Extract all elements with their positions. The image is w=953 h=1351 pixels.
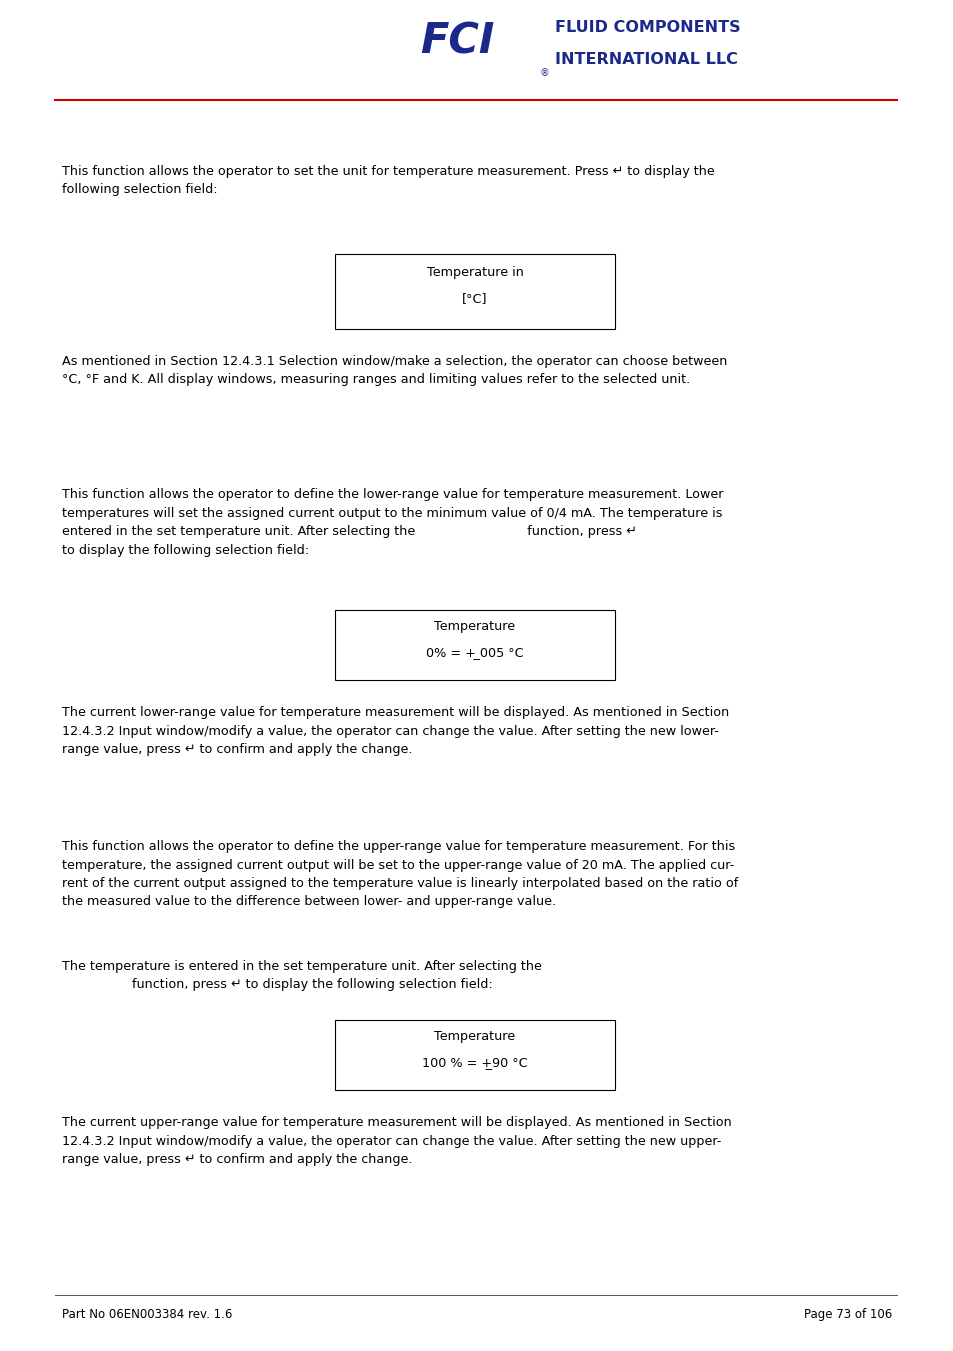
Text: As mentioned in Section 12.4.3.1 Selection window/make a selection, the operator: As mentioned in Section 12.4.3.1 Selecti… bbox=[62, 355, 726, 386]
Text: The temperature is entered in the set temperature unit. After selecting the: The temperature is entered in the set te… bbox=[62, 961, 541, 973]
Text: 100 % = +̲90 °C: 100 % = +̲90 °C bbox=[422, 1056, 527, 1069]
Text: This function allows the operator to set the unit for temperature measurement. P: This function allows the operator to set… bbox=[62, 165, 714, 196]
Text: FCI: FCI bbox=[419, 20, 494, 62]
FancyBboxPatch shape bbox=[335, 254, 615, 330]
Text: Part No 06EN003384 rev. 1.6: Part No 06EN003384 rev. 1.6 bbox=[62, 1308, 233, 1321]
Text: The current upper-range value for temperature measurement will be displayed. As : The current upper-range value for temper… bbox=[62, 1116, 731, 1166]
Text: The current lower-range value for temperature measurement will be displayed. As : The current lower-range value for temper… bbox=[62, 707, 728, 757]
Text: [°C]: [°C] bbox=[462, 292, 487, 305]
Text: Page 73 of 106: Page 73 of 106 bbox=[803, 1308, 891, 1321]
Text: FLUID COMPONENTS: FLUID COMPONENTS bbox=[555, 20, 740, 35]
Text: Temperature: Temperature bbox=[434, 1029, 515, 1043]
Text: function, press ↵ to display the following selection field:: function, press ↵ to display the followi… bbox=[100, 978, 493, 992]
FancyBboxPatch shape bbox=[335, 1020, 615, 1090]
Text: ®: ® bbox=[539, 68, 549, 78]
Text: INTERNATIONAL LLC: INTERNATIONAL LLC bbox=[555, 51, 737, 68]
Text: Temperature in: Temperature in bbox=[426, 266, 523, 280]
FancyBboxPatch shape bbox=[335, 611, 615, 680]
Text: This function allows the operator to define the lower-range value for temperatur: This function allows the operator to def… bbox=[62, 488, 722, 557]
Text: 0% = + ̲005 °C: 0% = + ̲005 °C bbox=[426, 646, 523, 659]
Text: Temperature: Temperature bbox=[434, 620, 515, 634]
Text: This function allows the operator to define the upper-range value for temperatur: This function allows the operator to def… bbox=[62, 840, 738, 908]
